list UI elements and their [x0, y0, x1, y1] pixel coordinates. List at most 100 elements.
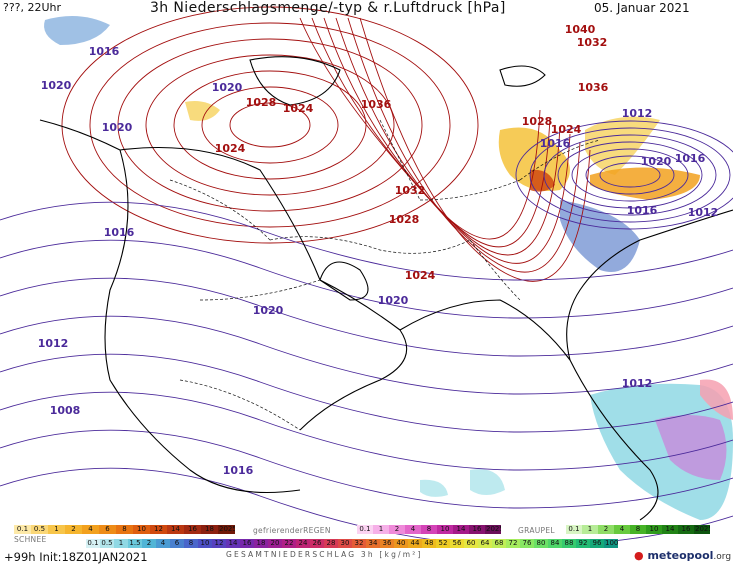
isobar-label: 1016 [675, 152, 706, 165]
isobar-label: 1012 [688, 206, 719, 219]
rain-area [470, 469, 505, 495]
legend-swatch: 0.1 [86, 538, 100, 548]
snow-area [590, 167, 700, 200]
isobar-label: 1024 [405, 269, 436, 282]
legend-swatch: 64 [478, 538, 492, 548]
country-border [419, 179, 521, 201]
isobar-line [359, 17, 591, 282]
rain-area [420, 479, 448, 497]
logo-tld: .org [713, 552, 732, 562]
country-border [169, 179, 271, 241]
isobar-label: 1016 [540, 137, 571, 150]
legend-swatch: 0.5 [100, 538, 114, 548]
legend-swatch: 6 [170, 538, 184, 548]
snow-area [530, 169, 555, 192]
isobar-line [323, 17, 561, 256]
valid-date: 05. Januar 2021 [594, 1, 690, 15]
isobar-line [0, 391, 733, 471]
isobar-line [571, 148, 689, 202]
legend-swatch: 22 [282, 538, 296, 548]
isobar-line [0, 277, 733, 357]
isobar-label: 1028 [246, 96, 277, 109]
legend-swatch: 84 [548, 538, 562, 548]
isobar-label: 1008 [50, 404, 81, 417]
legend-swatch: 2025+ [694, 524, 710, 534]
legend-swatch: 52 [436, 538, 450, 548]
legend-swatch: 56 [450, 538, 464, 548]
legend-graupel: 0.112481014162025+ [566, 524, 710, 534]
country-border [519, 139, 601, 181]
legend-swatch: 68 [492, 538, 506, 548]
legend-swatch: 1 [48, 524, 65, 534]
legend-swatch: 14 [226, 538, 240, 548]
legend-swatch: 8 [421, 524, 437, 534]
legend-swatch: 14 [453, 524, 469, 534]
legend-freezing-rain-label: gefrierenderREGEN [253, 526, 331, 535]
isobar-label: 1028 [522, 115, 553, 128]
legend-swatch: 8 [630, 524, 646, 534]
isobar-label: 1020 [41, 79, 72, 92]
isobar-label: 1020 [378, 294, 409, 307]
snow-area [185, 101, 220, 121]
legend-swatch: 4 [82, 524, 99, 534]
isobar-line [599, 162, 661, 188]
country-border [469, 239, 521, 301]
coastline [119, 146, 408, 431]
isobar-label: 1012 [622, 377, 653, 390]
legend-swatch: 76 [520, 538, 534, 548]
isobar-line [145, 54, 395, 196]
legend-swatch: 32 [352, 538, 366, 548]
legend-swatch: 10 [133, 524, 150, 534]
valid-time-label: ???, 22Uhr [3, 1, 62, 14]
legend-swatch: 10 [646, 524, 662, 534]
coastlines [39, 56, 733, 521]
legend-swatch: 36 [380, 538, 394, 548]
isobar-line [0, 315, 733, 395]
isobar-line [0, 239, 733, 319]
isobar-line [515, 120, 733, 230]
isobar-label: 1036 [361, 98, 392, 111]
legend-swatch: 16 [678, 524, 694, 534]
isobar-line [0, 201, 733, 281]
rain-area [44, 16, 110, 45]
country-border [379, 119, 421, 201]
legend-swatch: 10 [437, 524, 453, 534]
legend-swatch: 34 [366, 538, 380, 548]
legend-snow-label: SCHNEE [14, 535, 47, 544]
legend-swatch: 26 [310, 538, 324, 548]
legend-swatch: 2025+ [218, 524, 235, 534]
isobar-line [61, 6, 479, 244]
isobar-line [0, 429, 733, 509]
legend-swatch: 2 [65, 524, 82, 534]
isobar-line [529, 127, 731, 223]
init-time: +99h Init:18Z01JAN2021 [4, 550, 148, 564]
legend-swatch: 10 [198, 538, 212, 548]
rain-area [700, 379, 733, 420]
coastline [566, 209, 733, 361]
legend-swatch: 8 [184, 538, 198, 548]
meteopool-logo: ● meteopool.org [634, 549, 731, 562]
logo-brand: meteopool [647, 549, 714, 562]
isobar-line [585, 155, 675, 195]
isobar-label: 1024 [283, 102, 314, 115]
legend-swatch: 12 [150, 524, 167, 534]
legend-swatch: 88 [562, 538, 576, 548]
isobar-line [0, 353, 733, 433]
legend-swatch: 80 [534, 538, 548, 548]
legend-swatch: 2 [389, 524, 405, 534]
country-border [179, 379, 301, 431]
legend-swatch: 16 [469, 524, 485, 534]
legend-swatch: 60 [464, 538, 478, 548]
rain-area [560, 200, 640, 272]
legend-swatch: 1 [114, 538, 128, 548]
legend-swatch: 6 [99, 524, 116, 534]
isobar-label: 1028 [389, 213, 420, 226]
coastline [499, 65, 546, 87]
isobar-label: 1032 [395, 184, 426, 197]
snow-area [585, 116, 660, 175]
legend-freezing-rain: 0.112481014162025+ [357, 524, 501, 534]
isobar-label: 1016 [627, 204, 658, 217]
legend-swatch: 1.5 [128, 538, 142, 548]
isobar-label: 1020 [641, 155, 672, 168]
